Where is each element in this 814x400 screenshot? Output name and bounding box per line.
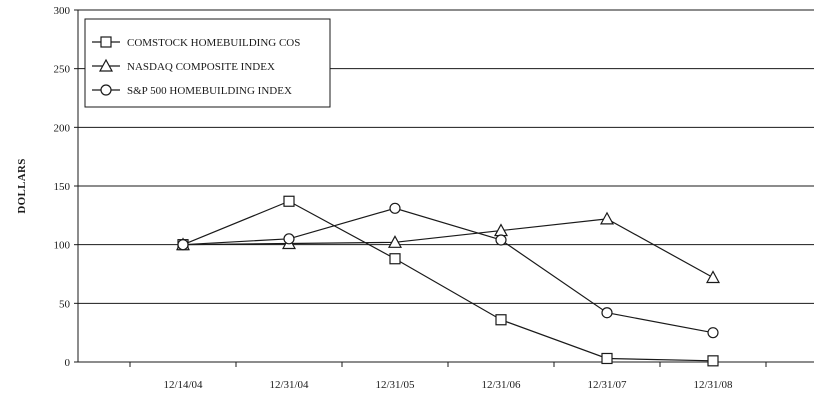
y-tick-label: 150 xyxy=(54,181,71,193)
data-point xyxy=(599,211,615,225)
legend-item: COMSTOCK HOMEBUILDING COS xyxy=(92,36,300,49)
legend: COMSTOCK HOMEBUILDING COS NASDAQ COMPOSIT… xyxy=(84,18,331,108)
y-tick-label: 250 xyxy=(54,64,71,76)
y-tick-label: 200 xyxy=(54,122,71,134)
data-point xyxy=(389,202,401,214)
x-tick-label: 12/31/04 xyxy=(269,379,309,391)
data-point xyxy=(495,234,507,246)
legend-label: NASDAQ COMPOSITE INDEX xyxy=(127,61,275,73)
data-point xyxy=(707,355,719,367)
data-point xyxy=(601,352,613,365)
y-tick-label: 50 xyxy=(59,298,71,310)
legend-item: S&P 500 HOMEBUILDING INDEX xyxy=(92,84,292,97)
series-line xyxy=(182,200,714,362)
y-tick-labels: 0 50 100 150 200 250 300 xyxy=(54,5,71,369)
data-point xyxy=(387,235,403,248)
data-point xyxy=(705,270,721,284)
data-point xyxy=(283,195,295,207)
legend-item: NASDAQ COMPOSITE INDEX xyxy=(92,58,275,73)
legend-box xyxy=(84,18,331,108)
x-tick-label: 12/31/07 xyxy=(587,379,627,391)
data-point xyxy=(177,239,189,251)
data-point xyxy=(495,314,507,326)
legend-marker xyxy=(98,58,114,72)
series-line xyxy=(182,207,714,334)
series-triangle xyxy=(175,211,721,284)
series-lines xyxy=(175,195,721,367)
y-tick-label: 300 xyxy=(54,5,71,17)
series-line xyxy=(182,218,714,279)
x-tick-label: 12/31/08 xyxy=(693,379,733,391)
legend-label: COMSTOCK HOMEBUILDING COS xyxy=(127,37,300,49)
axes xyxy=(74,9,814,367)
x-tick-labels: 12/14/04 12/31/04 12/31/05 12/31/06 12/31/07… xyxy=(163,379,733,391)
legend-marker xyxy=(100,84,112,96)
x-tick-label: 12/31/05 xyxy=(375,379,415,391)
y-tick-label: 0 xyxy=(65,357,71,369)
data-point xyxy=(283,233,295,245)
y-tick-label: 100 xyxy=(54,240,71,252)
legend-marker xyxy=(100,36,112,48)
y-axis-title: DOLLARS xyxy=(16,158,28,213)
data-point xyxy=(707,327,719,339)
series-square xyxy=(177,195,719,367)
x-tick-label: 12/31/06 xyxy=(481,379,521,391)
x-tick-label: 12/14/04 xyxy=(163,379,203,391)
legend-label: S&P 500 HOMEBUILDING INDEX xyxy=(127,85,292,97)
data-point xyxy=(601,307,613,319)
data-point xyxy=(389,253,401,265)
series-circle xyxy=(177,202,719,339)
